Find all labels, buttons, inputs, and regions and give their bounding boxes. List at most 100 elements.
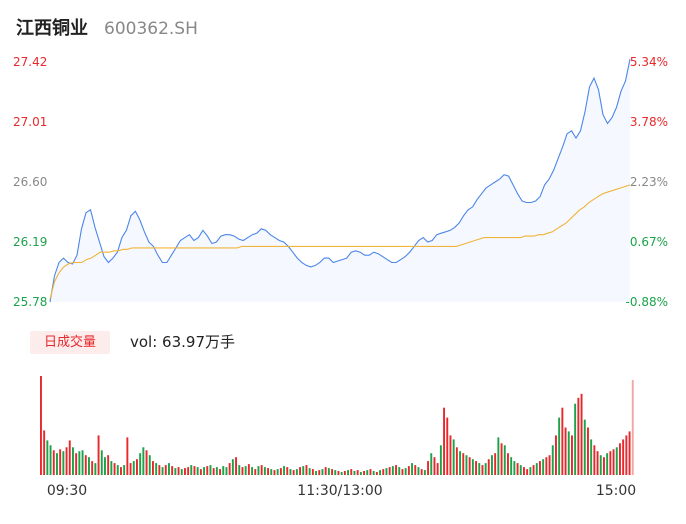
volume-bar (503, 445, 506, 475)
volume-bar (295, 469, 298, 475)
volume-bar (484, 463, 487, 475)
volume-bar (142, 447, 145, 475)
volume-bar (289, 469, 292, 475)
stock-code: 600362.SH (104, 19, 198, 39)
volume-bar (414, 465, 417, 475)
volume-bar (628, 431, 631, 475)
volume-bar (263, 467, 266, 475)
volume-bar (286, 467, 289, 475)
volume-bar (132, 461, 135, 475)
volume-bar (212, 468, 215, 475)
volume-bar (615, 447, 618, 475)
volume-bar (526, 469, 529, 475)
volume-bar (446, 417, 449, 475)
volume-bar (231, 459, 234, 475)
volume-bar (260, 465, 263, 475)
volume-bar (491, 455, 493, 475)
volume-bar (398, 467, 401, 475)
volume-bar (59, 449, 62, 475)
stock-name: 江西铜业 (16, 18, 88, 39)
volume-bar (184, 468, 186, 475)
volume-bar (475, 461, 478, 475)
volume-bar (478, 463, 481, 475)
volume-bar (545, 457, 548, 475)
volume-bar (539, 461, 541, 475)
volume-bar (423, 470, 426, 476)
volume-bar (315, 471, 318, 475)
y-tick-percent: 0.67% (630, 235, 668, 249)
volume-bar (411, 463, 414, 475)
volume-bar (449, 435, 452, 475)
volume-bar (356, 470, 359, 476)
volume-bar (40, 376, 42, 475)
volume-bar (558, 417, 561, 475)
volume-bar (404, 468, 407, 475)
volume-bar (577, 397, 580, 475)
volume-bar (273, 470, 276, 476)
volume-bar (369, 469, 372, 475)
volume-bar (500, 443, 503, 475)
volume-bar (254, 469, 257, 475)
volume-bar (395, 465, 398, 475)
y-tick-price: 27.01 (13, 115, 47, 129)
volume-bar (548, 455, 551, 475)
volume-bar (519, 465, 522, 475)
volume-bar (350, 469, 353, 475)
volume-bar (391, 466, 394, 475)
volume-bar (587, 427, 589, 475)
volume-bar (116, 465, 119, 475)
volume-bar (65, 447, 68, 475)
volume-label: vol: 63.97万手 (130, 333, 235, 351)
volume-bar (471, 459, 474, 475)
volume-bar (436, 463, 439, 475)
volume-bar (331, 469, 334, 475)
y-tick-percent: 5.34% (630, 55, 668, 69)
volume-bar (564, 427, 567, 475)
volume-bar (459, 451, 462, 475)
volume-tag[interactable]: 日成交量 (30, 331, 110, 354)
volume-bar (299, 467, 302, 475)
volume-bar (129, 463, 132, 475)
volume-bar (596, 451, 599, 475)
y-tick-percent: -0.88% (626, 295, 668, 309)
price-line (49, 58, 631, 303)
volume-bar (235, 457, 238, 475)
volume-bar (49, 445, 52, 475)
volume-bar (561, 407, 564, 475)
volume-bar (104, 457, 106, 475)
volume-bar (107, 455, 110, 475)
volume-bar (529, 467, 532, 475)
volume-bar (279, 468, 282, 475)
volume-bar (88, 457, 90, 475)
volume-bar (468, 457, 471, 475)
volume-bar (401, 469, 404, 475)
volume-bar (164, 465, 167, 475)
y-tick-percent: 3.78% (630, 115, 668, 129)
volume-bar (308, 468, 311, 475)
volume-bar (532, 465, 535, 475)
volume-bar (123, 465, 126, 475)
volume-bar (622, 439, 625, 475)
volume-bar (580, 393, 583, 475)
volume-bar (276, 469, 279, 475)
volume-bar (100, 450, 103, 476)
y-tick-price: 26.60 (13, 175, 47, 189)
volume-bar (155, 463, 158, 475)
volume-bar (340, 472, 343, 475)
volume-bar (567, 431, 570, 475)
volume-bar (283, 466, 286, 475)
volume-bar (238, 465, 241, 475)
volume-bar (292, 470, 295, 476)
volume-bar (56, 453, 58, 475)
volume-bar (126, 437, 129, 475)
volume-bar (46, 440, 49, 475)
volume-bar (43, 430, 46, 475)
volume-bar (52, 450, 55, 476)
x-tick-label: 15:00 (596, 483, 636, 499)
volume-bar (152, 461, 154, 475)
volume-bar (606, 453, 609, 475)
volume-bar (110, 461, 113, 475)
volume-bar (455, 447, 458, 475)
y-tick-price: 27.42 (13, 55, 47, 69)
